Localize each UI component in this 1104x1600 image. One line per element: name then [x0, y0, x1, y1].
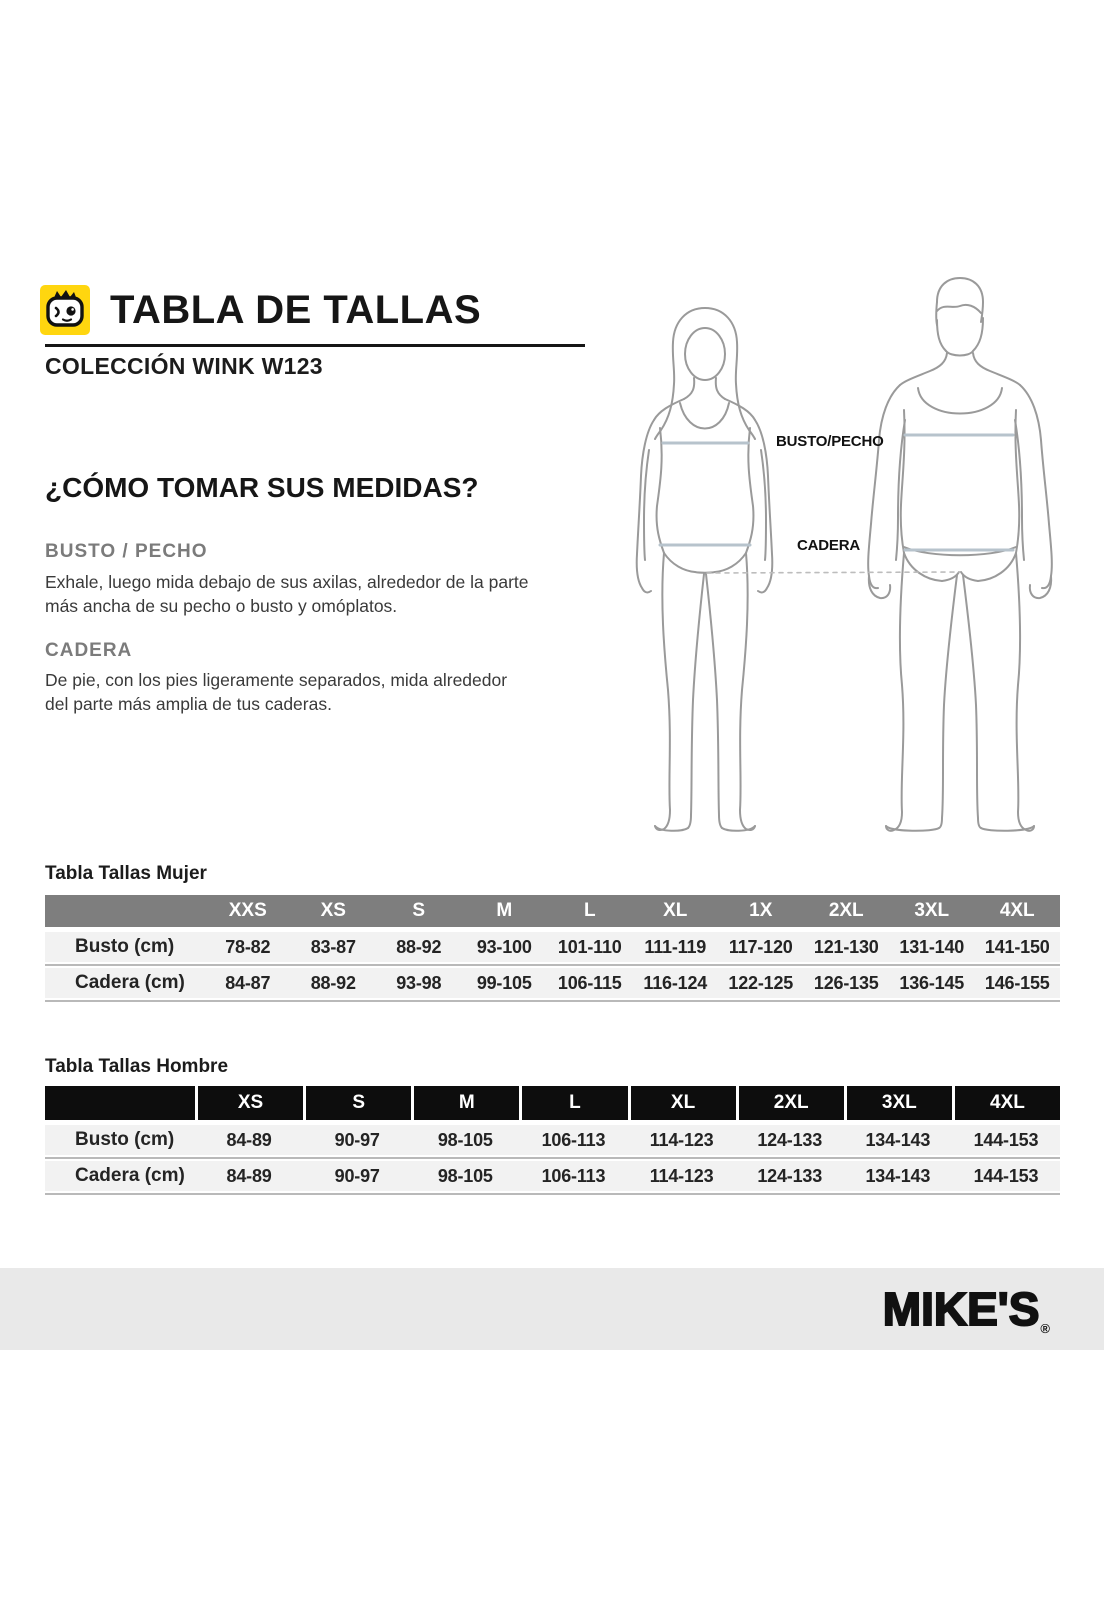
- size-column-header: 4XL: [999, 900, 1035, 921]
- size-value-cell: 136-145: [899, 972, 965, 993]
- size-column-header: 3XL: [914, 900, 950, 921]
- row-divider: [45, 964, 1060, 966]
- footer-band: MIKE'S®: [0, 1268, 1104, 1350]
- size-value-cell: 144-153: [973, 1129, 1039, 1150]
- size-value-cell: 114-123: [649, 1129, 714, 1150]
- body-measurement-diagram: [635, 277, 1053, 832]
- size-value-cell: 122-125: [728, 972, 794, 993]
- size-column-header: 2XL: [828, 900, 864, 921]
- row-divider: [45, 1157, 1060, 1159]
- size-column-header: 2XL: [735, 1086, 844, 1120]
- size-value-cell: 78-82: [225, 936, 271, 957]
- size-column-header: XXS: [228, 900, 267, 921]
- chest-measure-label: BUSTO/PECHO: [776, 433, 884, 450]
- size-column-header: S: [412, 900, 426, 921]
- chest-measure-lines: [661, 433, 1015, 445]
- brand-logo-icon: [40, 285, 90, 335]
- hip-dotted-connector: [706, 571, 960, 574]
- size-value-cell: 106-113: [541, 1165, 606, 1186]
- women-size-table: XXS XS S M L XL 1X 2XL 3XL 4XL Busto (cm) 78-82 83-8…: [45, 895, 1060, 1004]
- size-value-cell: 114-123: [649, 1165, 714, 1186]
- size-value-cell: 84-87: [225, 972, 271, 993]
- size-value-cell: 116-124: [643, 972, 708, 993]
- size-column-header: L: [519, 1086, 627, 1120]
- size-value-cell: 124-133: [757, 1129, 823, 1150]
- size-value-cell: 146-155: [984, 972, 1050, 993]
- men-size-table: XS S M L XL 2XL 3XL 4XL Busto (cm) 84-89 90-97 98-1…: [45, 1086, 1060, 1197]
- brand-name: MIKE'S: [882, 1282, 1041, 1336]
- size-column-header: XL: [663, 900, 688, 921]
- size-value-cell: 134-143: [865, 1165, 931, 1186]
- size-table-row: Cadera (cm) 84-89 90-97 98-105 106-113 114-12…: [45, 1161, 1060, 1191]
- header-label-spacer: [45, 1086, 195, 1120]
- size-column-header: M: [411, 1086, 519, 1120]
- table-bottom-line: [45, 1193, 1060, 1195]
- hip-measure-lines: [658, 543, 1015, 552]
- size-value-cell: 88-92: [396, 936, 442, 957]
- size-value-cell: 134-143: [865, 1129, 931, 1150]
- men-table-title: Tabla Tallas Hombre: [45, 1056, 229, 1077]
- brand-wordmark: MIKE'S®: [882, 1282, 1050, 1336]
- size-value-cell: 98-105: [437, 1165, 493, 1186]
- row-label: Busto (cm): [75, 936, 175, 957]
- size-column-header: XL: [627, 1086, 736, 1120]
- size-table-row: Busto (cm) 78-82 83-87 88-92 93-100 101-110 11…: [45, 932, 1060, 962]
- size-value-cell: 98-105: [437, 1129, 493, 1150]
- size-value-cell: 121-130: [813, 936, 879, 957]
- size-table-row: Cadera (cm) 84-87 88-92 93-98 99-105 106-115 1…: [45, 968, 1060, 998]
- man-figure-illustration: [867, 277, 1053, 832]
- size-column-header: L: [583, 900, 596, 921]
- size-value-cell: 88-92: [310, 972, 356, 993]
- size-value-cell: 93-100: [476, 936, 532, 957]
- size-table-header: XS S M L XL 2XL 3XL 4XL: [45, 1086, 1060, 1120]
- size-value-cell: 131-140: [899, 936, 965, 957]
- size-value-cell: 126-135: [813, 972, 879, 993]
- page-title: TABLA DE TALLAS: [110, 288, 482, 332]
- hip-section-label: CADERA: [45, 640, 133, 661]
- size-value-cell: 90-97: [334, 1129, 380, 1150]
- header-label-spacer: [45, 895, 205, 927]
- size-value-cell: 83-87: [310, 936, 356, 957]
- size-value-cell: 84-89: [226, 1129, 272, 1150]
- women-table-title: Tabla Tallas Mujer: [45, 863, 207, 884]
- size-column-header: S: [303, 1086, 411, 1120]
- wink-face-icon: [46, 290, 84, 327]
- title-divider: [45, 344, 585, 347]
- size-value-cell: 144-153: [973, 1165, 1039, 1186]
- row-label: Cadera (cm): [75, 972, 185, 993]
- size-value-cell: 84-89: [226, 1165, 272, 1186]
- bust-section-text: Exhale, luego mida debajo de sus axilas,…: [45, 572, 529, 617]
- size-value-cell: 99-105: [476, 972, 532, 993]
- size-value-cell: 106-115: [557, 972, 622, 993]
- size-value-cell: 90-97: [334, 1165, 380, 1186]
- size-table-row: Busto (cm) 84-89 90-97 98-105 106-113 114-123…: [45, 1125, 1060, 1155]
- size-value-cell: 117-120: [728, 936, 793, 957]
- size-column-header: XS: [195, 1086, 303, 1120]
- size-value-cell: 106-113: [541, 1129, 606, 1150]
- size-column-header: 1X: [749, 900, 773, 921]
- size-column-header: 4XL: [951, 1086, 1060, 1120]
- row-label: Busto (cm): [75, 1129, 175, 1150]
- table-bottom-line: [45, 1000, 1060, 1002]
- size-value-cell: 101-110: [557, 936, 622, 957]
- registered-mark: ®: [1040, 1321, 1050, 1336]
- bust-section-label: BUSTO / PECHO: [45, 541, 208, 562]
- size-value-cell: 141-150: [984, 936, 1050, 957]
- hip-measure-label: CADERA: [797, 537, 860, 554]
- size-table-header: XXS XS S M L XL 1X 2XL 3XL 4XL: [45, 895, 1060, 927]
- hip-section-text: De pie, con los pies ligeramente separad…: [45, 670, 508, 715]
- size-column-header: 3XL: [843, 1086, 952, 1120]
- size-value-cell: 111-119: [644, 936, 707, 957]
- size-column-header: XS: [320, 900, 346, 921]
- size-column-header: M: [496, 900, 513, 921]
- row-label: Cadera (cm): [75, 1165, 185, 1186]
- collection-subtitle: COLECCIÓN WINK W123: [45, 353, 323, 379]
- size-value-cell: 93-98: [396, 972, 442, 993]
- how-to-title: ¿CÓMO TOMAR SUS MEDIDAS?: [45, 472, 479, 503]
- woman-figure-illustration: [635, 307, 774, 832]
- size-value-cell: 124-133: [757, 1165, 823, 1186]
